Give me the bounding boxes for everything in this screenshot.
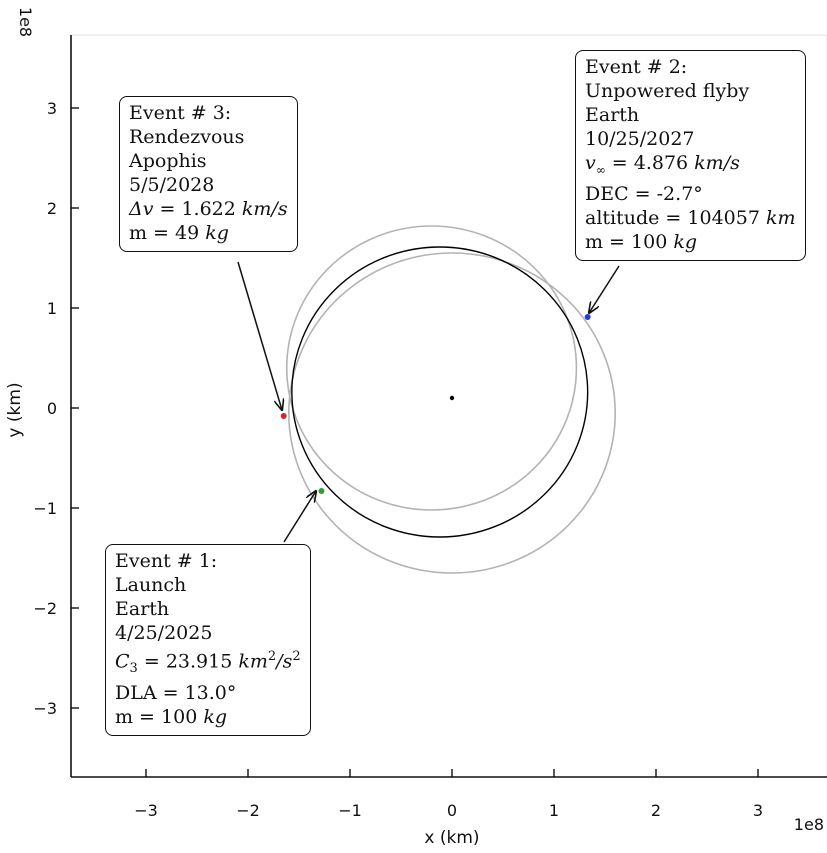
x-tick-label: 1 <box>549 801 559 820</box>
y-tick-label: 0 <box>47 399 57 418</box>
event1-title: Event # 1: <box>115 550 218 572</box>
x-offset-text: 1e8 <box>794 815 824 834</box>
y-tick-label: 3 <box>47 99 57 118</box>
event3-arrow <box>237 261 282 410</box>
event3-title: Event # 3: <box>129 102 232 124</box>
orbit-apophis-orbit <box>287 252 616 574</box>
event3-type: Rendezvous <box>129 126 245 148</box>
y-offset-text: 1e8 <box>16 7 35 37</box>
event2-body: Earth <box>585 104 640 126</box>
x-tick-label: 0 <box>447 801 457 820</box>
event2-annotation: Event # 2: Unpowered flyby Earth 10/25/2… <box>575 50 806 261</box>
x-tick-label: −2 <box>236 801 260 820</box>
x-axis-label: x (km) <box>424 828 479 848</box>
y-tick-label: 1 <box>47 299 57 318</box>
orbit-trajectory <box>291 246 589 538</box>
event2-point <box>584 314 591 320</box>
event2-title: Event # 2: <box>585 56 688 78</box>
event2-mass: m = 100 kg <box>585 230 698 253</box>
event1-arrow <box>283 491 316 543</box>
event1-mass: m = 100 kg <box>115 706 228 729</box>
event3-point <box>280 413 287 419</box>
event1-c3: C3 = 23.915 km2/s2 <box>115 649 301 677</box>
event1-point <box>318 488 325 494</box>
x-tick-label: −3 <box>134 801 158 820</box>
y-tick-label: −3 <box>33 699 57 718</box>
event2-date: 10/25/2027 <box>585 128 695 150</box>
event1-annotation: Event # 1: Launch Earth 4/25/2025 C3 = 2… <box>105 544 311 737</box>
event2-v-infinity: v∞ = 4.876 km/s <box>585 152 740 177</box>
event2-declination: DEC = -2.7° <box>585 182 703 205</box>
y-tick-label: 2 <box>47 199 57 218</box>
event3-date: 5/5/2028 <box>129 174 215 196</box>
event3-delta-v: Δv = 1.622 km/s <box>129 198 288 220</box>
event2-altitude: altitude = 104057 km <box>585 206 796 229</box>
event2-type: Unpowered flyby <box>585 80 750 102</box>
y-tick-label: −2 <box>33 599 57 618</box>
event1-date: 4/25/2025 <box>115 622 213 644</box>
x-tick-label: −1 <box>338 801 362 820</box>
sun-point <box>449 395 455 401</box>
event1-body: Earth <box>115 598 170 620</box>
event3-body: Apophis <box>129 150 207 172</box>
event2-arrow <box>589 265 620 313</box>
event3-annotation: Event # 3: Rendezvous Apophis 5/5/2028 Δ… <box>119 96 298 252</box>
event1-type: Launch <box>115 574 187 596</box>
x-tick-label: 2 <box>651 801 661 820</box>
y-axis-label: y (km) <box>5 382 25 437</box>
event3-mass: m = 49 kg <box>129 222 229 244</box>
y-tick-label: −1 <box>33 499 57 518</box>
event1-dla: DLA = 13.0° <box>115 682 237 705</box>
orbit-earth-orbit <box>285 225 578 511</box>
x-tick-label: 3 <box>753 801 763 820</box>
